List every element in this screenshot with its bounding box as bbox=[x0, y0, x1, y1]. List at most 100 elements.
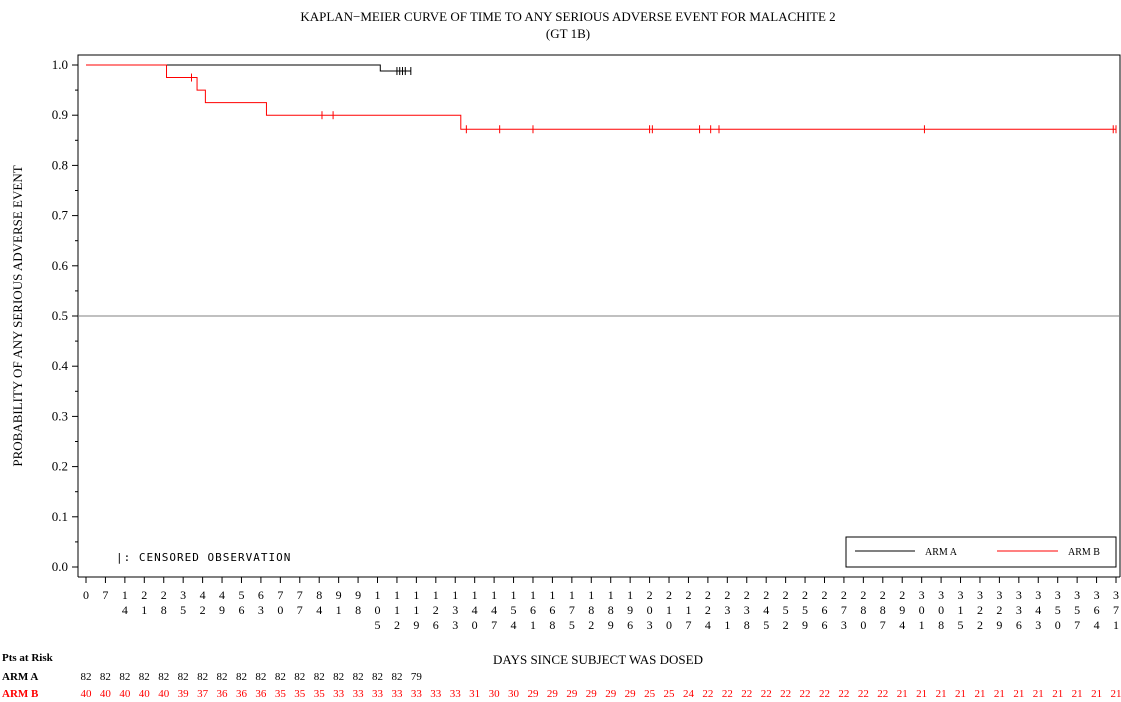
chart-title: KAPLAN−MEIER CURVE OF TIME TO ANY SERIOU… bbox=[300, 9, 835, 24]
risk-value: 33 bbox=[353, 688, 365, 700]
risk-value: 82 bbox=[255, 671, 266, 683]
risk-value: 21 bbox=[1091, 688, 1102, 700]
risk-value: 29 bbox=[586, 688, 598, 700]
risk-value: 22 bbox=[858, 688, 869, 700]
risk-value: 29 bbox=[605, 688, 617, 700]
risk-value: 35 bbox=[275, 688, 287, 700]
risk-value: 82 bbox=[391, 671, 402, 683]
risk-value: 82 bbox=[81, 671, 92, 683]
risk-value: 21 bbox=[1013, 688, 1024, 700]
risk-value: 40 bbox=[158, 688, 170, 700]
risk-value: 22 bbox=[702, 688, 713, 700]
risk-value: 21 bbox=[936, 688, 947, 700]
y-tick-label: 0.9 bbox=[52, 107, 68, 122]
y-tick-label: 0.0 bbox=[52, 559, 68, 574]
risk-value: 21 bbox=[955, 688, 966, 700]
legend: ARM A ARM B bbox=[845, 536, 1117, 568]
risk-value: 33 bbox=[391, 688, 403, 700]
risk-value: 22 bbox=[780, 688, 791, 700]
risk-value: 82 bbox=[294, 671, 305, 683]
risk-value: 82 bbox=[372, 671, 383, 683]
y-tick-label: 0.1 bbox=[52, 509, 68, 524]
risk-value: 35 bbox=[294, 688, 306, 700]
risk-value: 31 bbox=[469, 688, 480, 700]
risk-value: 82 bbox=[139, 671, 150, 683]
risk-table-header: Pts at Risk bbox=[2, 652, 54, 664]
risk-value: 22 bbox=[741, 688, 752, 700]
risk-value: 82 bbox=[178, 671, 189, 683]
risk-value: 30 bbox=[508, 688, 520, 700]
risk-value: 82 bbox=[353, 671, 364, 683]
risk-value: 82 bbox=[236, 671, 247, 683]
risk-value: 33 bbox=[430, 688, 442, 700]
risk-value: 82 bbox=[217, 671, 228, 683]
x-tick-label: 7 bbox=[102, 588, 108, 602]
y-tick-label: 0.2 bbox=[52, 459, 68, 474]
x-axis: 0 7 1 4 2 1 2 8 3 5 4 2 4 9 5 6 6 3 7 0 7 7 8 4 9 1 9 8 1 0 5 1 1 2 1 1 9 1 2 6… bbox=[78, 576, 1120, 632]
risk-value: 33 bbox=[411, 688, 423, 700]
series-arm-b bbox=[86, 64, 1117, 134]
y-tick-label: 0.8 bbox=[52, 157, 68, 172]
y-tick-label: 0.5 bbox=[52, 308, 68, 323]
risk-value: 36 bbox=[217, 688, 229, 700]
risk-value: 82 bbox=[197, 671, 208, 683]
risk-value: 22 bbox=[819, 688, 830, 700]
risk-value: 22 bbox=[722, 688, 733, 700]
risk-value: 21 bbox=[1111, 688, 1121, 700]
censored-note: |: CENSORED OBSERVATION bbox=[116, 551, 291, 564]
risk-value: 21 bbox=[897, 688, 908, 700]
legend-box bbox=[845, 536, 1117, 568]
risk-value: 40 bbox=[100, 688, 112, 700]
risk-value: 22 bbox=[761, 688, 772, 700]
chart-subtitle: (GT 1B) bbox=[546, 26, 590, 41]
risk-value: 36 bbox=[236, 688, 248, 700]
risk-value: 33 bbox=[450, 688, 462, 700]
y-tick-label: 1.0 bbox=[52, 57, 68, 72]
risk-value: 37 bbox=[197, 688, 209, 700]
risk-value: 40 bbox=[139, 688, 151, 700]
y-axis-label: PROBABILITY OF ANY SERIOUS ADVERSE EVENT bbox=[10, 165, 25, 466]
km-step-line bbox=[86, 64, 1116, 130]
risk-row-label-arm-a: ARM A bbox=[2, 671, 38, 683]
risk-value: 29 bbox=[566, 688, 578, 700]
risk-value: 30 bbox=[489, 688, 501, 700]
risk-value: 82 bbox=[333, 671, 344, 683]
risk-value: 22 bbox=[877, 688, 888, 700]
risk-value: 21 bbox=[916, 688, 927, 700]
risk-value: 24 bbox=[683, 688, 695, 700]
risk-value: 29 bbox=[547, 688, 559, 700]
